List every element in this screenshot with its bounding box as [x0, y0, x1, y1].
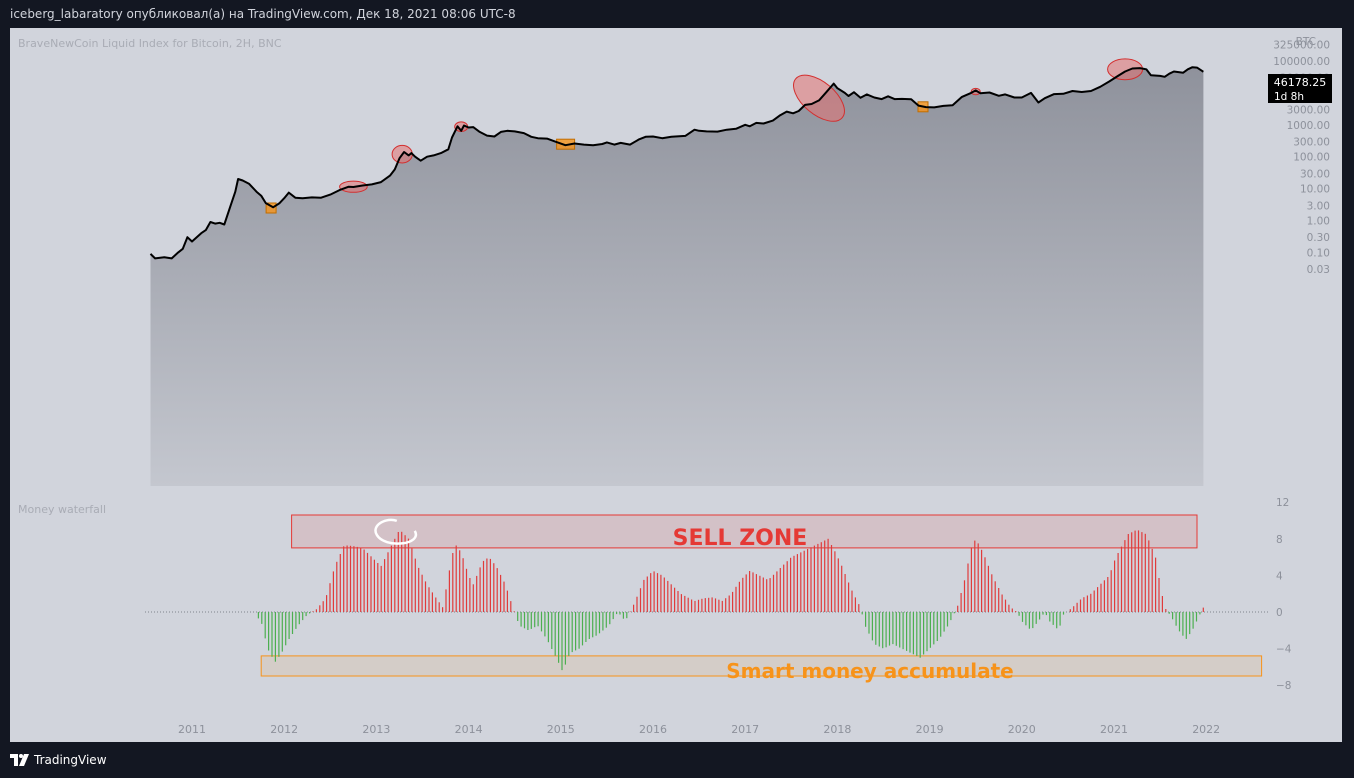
sell-zone-box: [291, 514, 1198, 549]
oscillator-axis-tick: 0: [1276, 607, 1283, 619]
chart-container[interactable]: BraveNewCoin Liquid Index for Bitcoin, 2…: [10, 28, 1342, 742]
oscillator-axis-tick: 4: [1276, 570, 1283, 582]
price-axis-tick: 0.03: [1307, 264, 1330, 276]
price-axis-tick: 300.00: [1293, 137, 1330, 149]
price-axis-tick: 325000.00: [1273, 40, 1330, 52]
price-pane-title: BraveNewCoin Liquid Index for Bitcoin, 2…: [18, 37, 282, 50]
time-axis-tick: 2019: [916, 723, 944, 736]
price-axis-tick: 0.30: [1307, 232, 1330, 244]
time-axis-tick: 2021: [1100, 723, 1128, 736]
bottom-marker-box: [265, 202, 277, 214]
top-marker-ellipse: [793, 74, 845, 122]
price-axis-tick: 3.00: [1307, 200, 1330, 212]
price-axis-currency: BTC: [1296, 36, 1316, 48]
time-axis-tick: 2018: [823, 723, 851, 736]
oscillator-axis-tick: 8: [1276, 534, 1283, 546]
last-price-countdown: 1d 8h: [1274, 91, 1304, 103]
oscillator-bars: [257, 530, 1204, 671]
last-price-tag: 46178.25 1d 8h: [1268, 74, 1332, 103]
time-axis-tick: 2013: [362, 723, 390, 736]
publication-header: iceberg_labaratory опубликовал(а) на Tra…: [10, 7, 516, 21]
price-line: [149, 66, 1204, 260]
time-axis-tick: 2017: [731, 723, 759, 736]
price-axis-tick: 30.00: [1300, 168, 1330, 180]
time-axis-tick: 2012: [270, 723, 298, 736]
tradingview-brand: TradingView: [34, 753, 107, 767]
price-axis-tick: 3000.00: [1287, 105, 1330, 117]
oscillator-axis-tick: −4: [1276, 644, 1292, 656]
hand-drawn-circle-annotation: [374, 518, 418, 545]
accumulate-zone-label: Smart money accumulate: [726, 659, 1014, 683]
tradingview-footer[interactable]: TradingView: [10, 750, 107, 770]
price-axis-tick: 1.00: [1307, 216, 1330, 228]
tradingview-logo-icon: [10, 754, 29, 766]
chart-svg[interactable]: BraveNewCoin Liquid Index for Bitcoin, 2…: [10, 28, 1342, 742]
sell-zone-label: SELL ZONE: [673, 526, 808, 551]
oscillator-pane-title: Money waterfall: [18, 503, 106, 516]
oscillator-axis-tick: 12: [1276, 497, 1289, 509]
top-marker-ellipse: [1107, 58, 1144, 81]
time-axis-tick: 2011: [178, 723, 206, 736]
time-axis-tick: 2020: [1008, 723, 1036, 736]
time-axis-tick: 2016: [639, 723, 667, 736]
time-axis-tick: 2022: [1192, 723, 1220, 736]
price-axis-tick: 100000.00: [1273, 56, 1330, 68]
time-axis-tick: 2014: [455, 723, 483, 736]
last-price-value: 46178.25: [1274, 76, 1327, 89]
price-axis-tick: 0.10: [1307, 247, 1330, 259]
last-price-tag-bg: [1268, 74, 1332, 103]
accumulate-zone-box: [260, 655, 1263, 677]
price-axis-tick: 10.00: [1300, 184, 1330, 196]
price-area-fill: [150, 67, 1204, 486]
price-axis-tick: 1000.00: [1287, 120, 1330, 132]
oscillator-axis-tick: −8: [1276, 680, 1291, 692]
time-axis-tick: 2015: [547, 723, 575, 736]
top-marker-ellipse: [970, 87, 981, 96]
price-axis-tick: 100.00: [1293, 152, 1330, 164]
